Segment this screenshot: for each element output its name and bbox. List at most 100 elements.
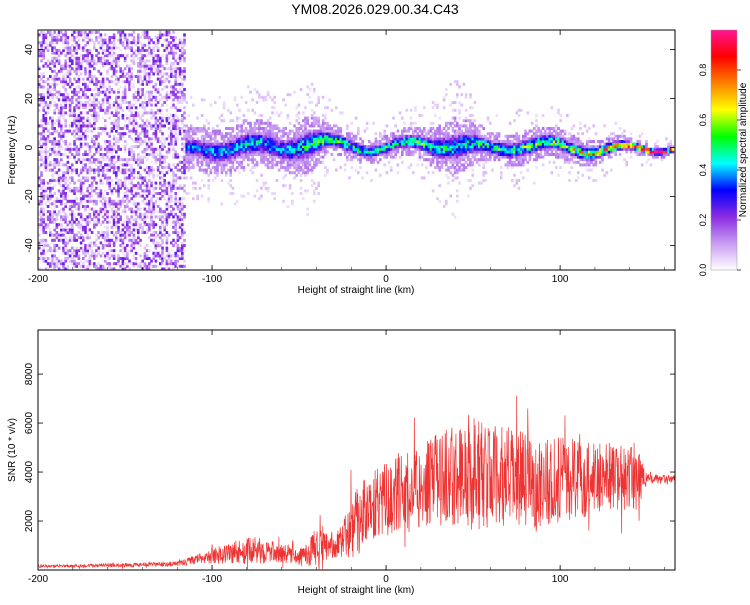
heatmap-cell [176,254,180,258]
heatmap-cell [64,236,67,240]
heatmap-cell [159,93,162,97]
heatmap-cell [434,147,437,151]
heatmap-cell [112,72,116,76]
heatmap-cell [104,33,107,37]
heatmap-cell [126,262,129,266]
heatmap-cell [119,257,122,260]
heatmap-cell [64,46,67,50]
heatmap-cell [137,225,140,229]
heatmap-cell [317,134,320,138]
heatmap-cell [95,267,98,271]
heatmap-cell [165,46,169,50]
heatmap-cell [427,147,430,151]
heatmap-cell [60,202,63,206]
heatmap-cell [376,153,380,156]
heatmap-cell [187,192,191,195]
heatmap-cell [308,134,312,138]
heatmap-cell [101,207,105,211]
heatmap-cell [68,166,72,169]
heatmap-cell [445,150,448,154]
heatmap-cell [79,241,83,245]
heatmap-cell [275,179,279,182]
heatmap-cell [203,147,206,151]
heatmap-cell [143,108,147,112]
heatmap-cell [126,244,129,247]
heatmap-cell [174,228,177,232]
heatmap-cell [64,267,67,271]
heatmap-cell [379,147,382,151]
heatmap-cell [299,155,303,159]
heatmap-cell [161,145,164,149]
heatmap-cell [49,41,52,45]
heatmap-cell [126,218,129,221]
heatmap-cell [203,137,206,141]
heatmap-cell [115,171,118,175]
heatmap-cell [165,192,169,195]
heatmap-cell [126,202,129,206]
heatmap-cell [291,160,294,164]
heatmap-cell [211,127,215,130]
heatmap-cell [176,231,180,234]
heatmap-cell [115,59,118,63]
heatmap-cell [247,145,250,149]
heatmap-cell [90,194,94,198]
heatmap-cell [88,121,92,125]
heatmap-cell [315,158,318,162]
heatmap-cell [266,132,270,136]
heatmap-cell [297,132,301,136]
heatmap-cell [453,101,457,104]
heatmap-cell [185,155,188,159]
heatmap-cell [458,160,461,164]
heatmap-cell [163,179,166,182]
heatmap-cell [90,181,94,185]
heatmap-cell [233,158,237,162]
heatmap-cell [418,129,422,133]
heatmap-cell [447,168,450,172]
heatmap-cell [68,64,72,68]
heatmap-cell [310,158,314,162]
heatmap-cell [293,145,296,149]
heatmap-cell [117,168,120,172]
heatmap-cell [62,186,65,190]
heatmap-cell [436,103,439,107]
heatmap-cell [60,51,63,55]
heatmap-cell [326,171,329,175]
heatmap-cell [148,38,151,42]
heatmap-cell [139,223,142,227]
heatmap-cell [57,212,61,216]
heatmap-cell [220,160,224,164]
heatmap-cell [71,189,74,193]
heatmap-cell [93,223,96,227]
heatmap-cell [134,160,138,164]
heatmap-cell [174,192,177,195]
heatmap-cell [150,69,153,73]
heatmap-cell [53,233,56,237]
heatmap-cell [229,171,232,175]
heatmap-cell [42,134,45,138]
heatmap-cell [112,121,116,125]
heatmap-cell [174,231,177,234]
heatmap-cell [60,98,63,102]
heatmap-cell [143,30,147,34]
heatmap-cell [121,95,125,99]
heatmap-cell [341,140,345,143]
heatmap-cell [154,43,158,47]
heatmap-cell [275,124,279,128]
heatmap-cell [178,127,182,130]
heatmap-cell [108,267,111,271]
heatmap-cell [178,186,182,190]
heatmap-cell [354,155,358,159]
heatmap-cell [178,254,182,258]
heatmap-cell [75,186,78,190]
heatmap-cell [262,184,265,188]
heatmap-cell [49,59,52,63]
heatmap-cell [64,77,67,81]
heatmap-cell [71,129,74,133]
heatmap-cell [90,160,94,164]
heatmap-cell [55,233,59,237]
heatmap-cell [126,189,129,193]
heatmap-cell [185,140,188,143]
heatmap-cell [436,106,439,110]
heatmap-cell [429,145,433,149]
heatmap-cell [172,67,175,71]
